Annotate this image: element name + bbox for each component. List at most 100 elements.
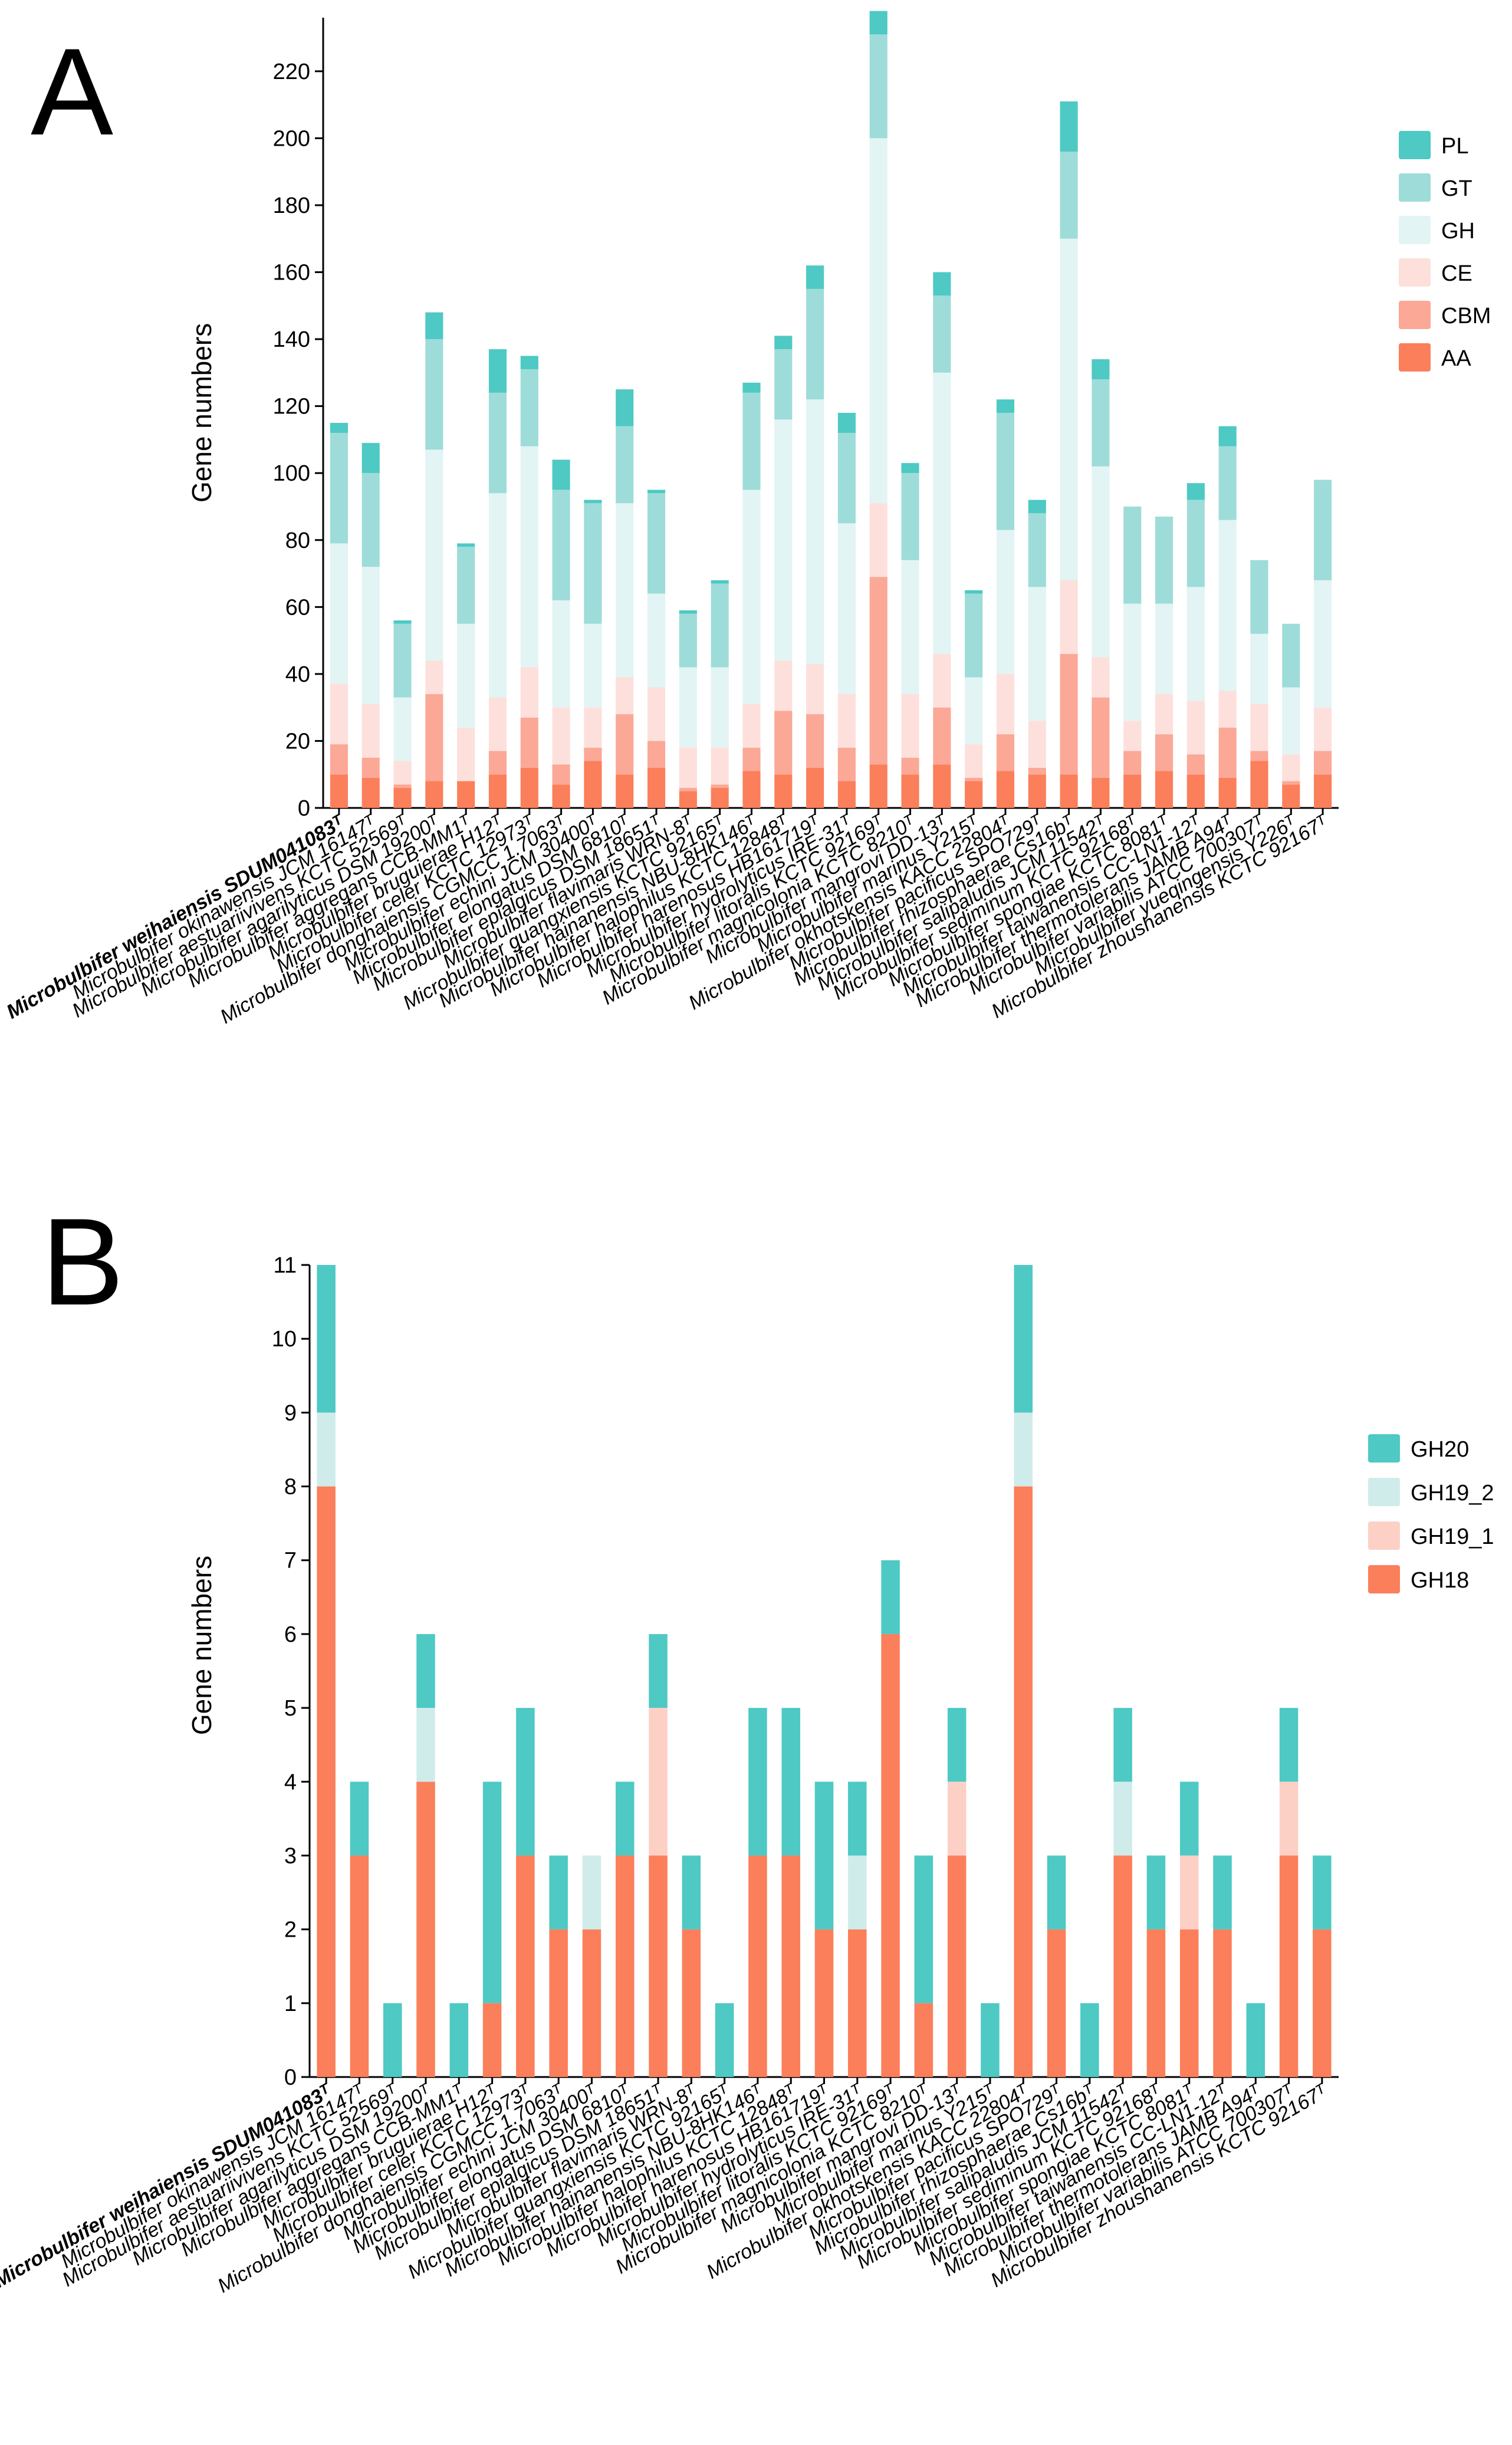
bar-segment-pl (488, 349, 507, 393)
bar-segment-aa (1155, 771, 1174, 808)
bar-segment-aa (361, 777, 380, 808)
bar-segment-gh (1314, 580, 1332, 708)
bar-segment-ce (774, 660, 793, 711)
bar-segment-gt (584, 503, 602, 624)
bar-segment-gh20 (781, 1708, 800, 1856)
y-tick-label: 2 (284, 1918, 297, 1943)
bar-segment-aa (425, 781, 443, 808)
bar-segment-gh20 (947, 1708, 967, 1782)
bar-segment-cbm (488, 751, 507, 775)
bar-segment-pl (965, 590, 983, 594)
bar-segment-aa (774, 774, 793, 808)
y-tick-label: 4 (284, 1770, 297, 1795)
bar-segment-gh20 (416, 1634, 435, 1708)
bar-segment-cbm (1123, 751, 1142, 775)
legend-swatch (1399, 258, 1431, 287)
bar-segment-cbm (774, 711, 793, 775)
legend-swatch (1399, 173, 1431, 202)
bar-segment-gh18 (416, 1782, 435, 2077)
bar-segment-cbm (552, 764, 570, 785)
bar-segment-gt (488, 392, 507, 494)
bar-segment-ce (742, 704, 761, 748)
bar-segment-ce (1060, 580, 1078, 654)
bar-segment-pl (1028, 499, 1046, 514)
legend-label: GH (1441, 219, 1475, 244)
bar-segment-gh20 (1080, 2003, 1099, 2077)
bar-segment-pl (1218, 426, 1237, 446)
bar-segment-gt (742, 392, 761, 490)
bar-segment-gh (679, 667, 697, 748)
bar-segment-ce (965, 744, 983, 778)
bar-segment-gt (425, 339, 443, 450)
bar-segment-gh (1060, 238, 1078, 580)
bar-segment-cbm (330, 744, 348, 775)
bar-segment-gt (1028, 513, 1046, 587)
bar-segment-aa (393, 787, 412, 808)
bar-segment-pl (806, 265, 824, 289)
bar-segment-aa (584, 761, 602, 808)
y-tick-label: 7 (284, 1549, 297, 1573)
bar-segment-cbm (425, 694, 443, 781)
bar-segment-gt (996, 413, 1015, 530)
bar-segment-gh18 (682, 1929, 701, 2077)
bar-segment-gt (1186, 499, 1205, 587)
bar-segment-gt (330, 433, 348, 544)
bar-segment-aa (1092, 777, 1110, 808)
bar-segment-gt (679, 613, 697, 668)
bar-segment-gh20 (1213, 1855, 1232, 1930)
y-tick-label: 160 (273, 261, 310, 285)
bar-segment-gh20 (1246, 2003, 1266, 2077)
bar-segment-ce (1123, 721, 1142, 751)
bar-segment-gh (806, 399, 824, 664)
bar-segment-gh19-2 (416, 1708, 435, 1782)
y-tick-label: 20 (285, 729, 310, 754)
bar-segment-ce (1155, 694, 1174, 735)
y-tick-label: 180 (273, 193, 310, 218)
bar-segment-gh (488, 493, 507, 698)
bar-segment-gh20 (1313, 1855, 1332, 1930)
bar-segment-gh20 (1014, 1265, 1033, 1413)
bar-segment-pl (869, 11, 888, 35)
y-tick-label: 1 (284, 1992, 297, 2016)
bar-segment-gt (774, 349, 793, 420)
bar-segment-pl (1092, 359, 1110, 380)
bar-segment-ce (1314, 707, 1332, 751)
bar-segment-gt (552, 489, 570, 600)
bar-segment-gh20 (1146, 1855, 1166, 1930)
bar-segment-aa (457, 781, 475, 808)
bar-segment-cbm (520, 717, 538, 768)
bar-segment-gh (647, 593, 666, 688)
bar-segment-pl (837, 413, 856, 433)
bar-segment-cbm (869, 577, 888, 765)
y-tick-label: 60 (285, 595, 310, 620)
bar-segment-pl (742, 382, 761, 393)
legend-swatch (1399, 301, 1431, 329)
bar-segment-gt (806, 288, 824, 400)
bar-segment-pl (647, 489, 666, 494)
bar-segment-pl (330, 423, 348, 433)
bar-segment-gh (965, 677, 983, 745)
bar-segment-ce (1218, 691, 1237, 728)
bar-segment-gh20 (682, 1855, 701, 1930)
bar-segment-gh20 (649, 1634, 668, 1708)
bar-segment-gh18 (947, 1855, 967, 2077)
legend-swatch (1368, 1565, 1400, 1593)
bar-segment-gh (1155, 603, 1174, 694)
y-tick-label: 9 (284, 1401, 297, 1425)
bar-segment-cbm (1186, 754, 1205, 775)
y-axis-label: Gene numbers (186, 1556, 217, 1735)
bar-segment-gh19-1 (1179, 1855, 1199, 1930)
bar-segment-pl (711, 580, 729, 584)
y-tick-label: 3 (284, 1843, 297, 1868)
bar-segment-gh18 (1313, 1929, 1332, 2077)
bar-segment-gh19-1 (649, 1708, 668, 1856)
bar-segment-gh18 (914, 2003, 934, 2077)
bar-segment-gh20 (1279, 1708, 1299, 1782)
bar-segment-ce (933, 653, 951, 708)
bar-segment-gt (616, 426, 634, 504)
bar-segment-gh (1123, 603, 1142, 721)
legend-label: CE (1441, 261, 1472, 286)
y-tick-label: 0 (284, 2065, 297, 2090)
bar-segment-gh20 (881, 1560, 900, 1634)
